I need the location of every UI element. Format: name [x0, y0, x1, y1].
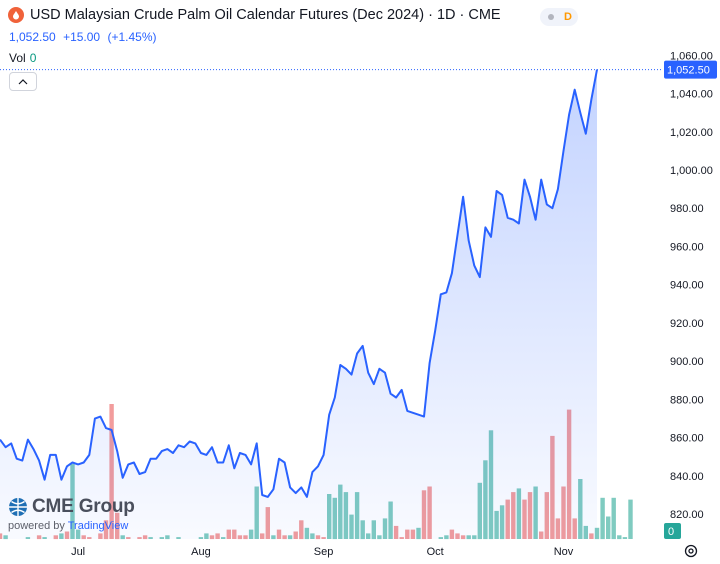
price-readout: 1,052.50 +15.00 (+1.45%) — [9, 30, 160, 44]
price-tick-label: 960.00 — [670, 242, 704, 254]
volume-label: Vol — [9, 51, 26, 65]
cme-globe-icon — [9, 498, 27, 516]
volume-bar — [622, 537, 628, 539]
price-tick-label: 1,060.00 — [670, 50, 713, 62]
price-tick-label: 940.00 — [670, 280, 704, 292]
price-change-pct: (+1.45%) — [107, 30, 157, 44]
price-tick-label: 980.00 — [670, 203, 704, 215]
time-tick-label: Sep — [314, 546, 334, 558]
volume-bar — [617, 535, 622, 540]
status-dot-icon — [548, 14, 554, 20]
chevron-up-icon — [18, 78, 28, 84]
gear-icon — [684, 544, 698, 558]
chart-header: USD Malaysian Crude Palm Oil Calendar Fu… — [8, 7, 501, 23]
price-tick-label: 880.00 — [670, 394, 704, 406]
price-line — [0, 69, 598, 498]
price-tick-label: 1,040.00 — [670, 89, 713, 101]
price-area — [0, 69, 597, 539]
collapse-legend-button[interactable] — [9, 72, 37, 91]
time-tick-label: Aug — [191, 546, 211, 558]
last-price-tag: 1,052.50 — [664, 60, 717, 79]
price-tick-label: 1,000.00 — [670, 165, 713, 177]
cme-watermark: CME Group powered by TradingView — [8, 496, 135, 532]
price-tick-label: 920.00 — [670, 318, 704, 330]
last-price-label: 1,052.50 — [667, 65, 710, 77]
powered-by: powered by TradingView — [8, 520, 129, 532]
chart-title[interactable]: USD Malaysian Crude Palm Oil Calendar Fu… — [30, 7, 501, 23]
volume-bar — [600, 497, 605, 540]
price-tick-label: 860.00 — [670, 433, 704, 445]
market-status-badge[interactable]: D — [540, 8, 578, 26]
last-price: 1,052.50 — [9, 30, 56, 44]
price-tick-label: 820.00 — [670, 509, 704, 521]
volume-value: 0 — [29, 51, 37, 65]
volume-bar — [611, 497, 616, 540]
symbol-logo[interactable] — [8, 7, 24, 23]
volume-axis-tag: 0 — [664, 523, 681, 539]
price-axis: 820.00 840.00 860.00 880.00 900.00 920.00 940.… — [670, 50, 713, 521]
time-tick-label: Oct — [427, 546, 444, 558]
watermark-name: CME Group — [32, 496, 135, 517]
price-tick-label: 1,020.00 — [670, 127, 713, 139]
chart-settings-button[interactable] — [683, 543, 699, 564]
price-tick-label: 840.00 — [670, 471, 704, 483]
volume-bar — [628, 499, 633, 539]
tradingview-brand: TradingView — [67, 520, 129, 532]
drop-icon — [13, 11, 19, 20]
interval-badge: D — [564, 11, 572, 23]
time-tick-label: Jul — [71, 546, 85, 558]
volume-axis-label: 0 — [668, 526, 674, 538]
price-change: +15.00 — [63, 30, 101, 44]
volume-bar — [606, 516, 611, 539]
price-tick-label: 900.00 — [670, 356, 704, 368]
time-tick-label: Nov — [554, 546, 574, 558]
time-axis: Jul Aug Sep Oct Nov — [71, 546, 574, 558]
volume-legend[interactable]: Vol 0 — [9, 51, 36, 65]
